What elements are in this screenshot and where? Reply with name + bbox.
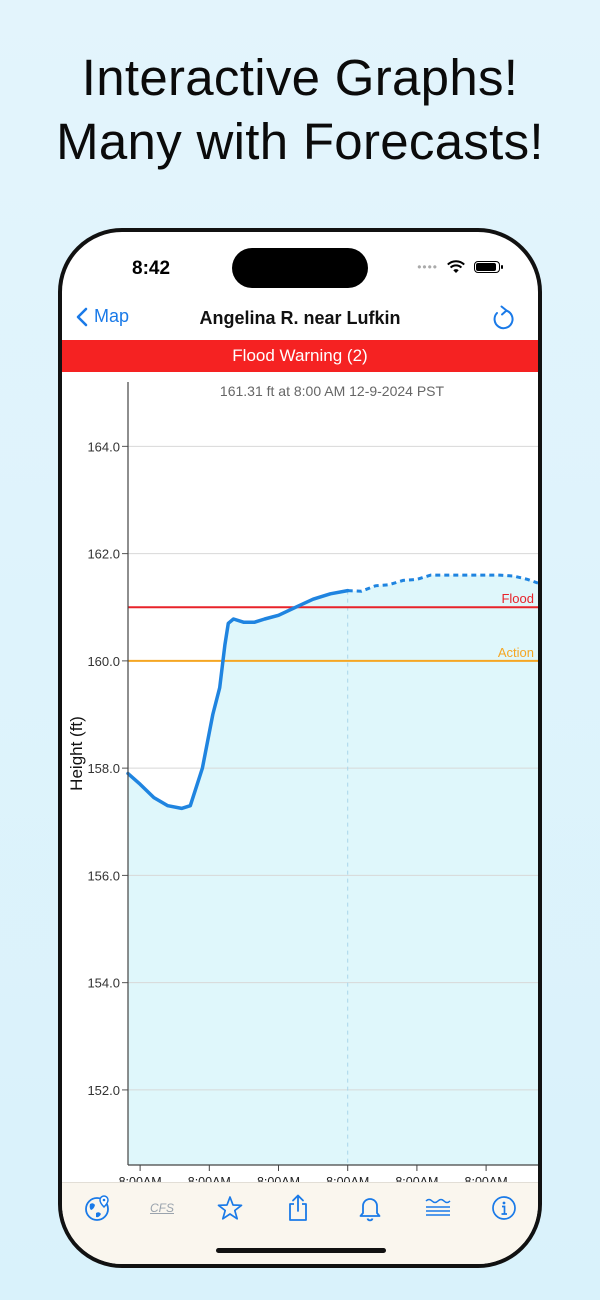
water-waves-icon [425,1198,451,1216]
info-icon [492,1196,516,1220]
headline-line-1: Interactive Graphs! [81,49,519,106]
chart-subtitle: 161.31 ft at 8:00 AM 12-9-2024 PST [220,383,445,399]
refresh-icon[interactable] [490,304,516,332]
nav-bar: Map Angelina R. near Lufkin [62,302,538,338]
flood-warning-banner[interactable]: Flood Warning (2) [62,340,538,372]
signal-icon: •••• [417,260,438,274]
home-indicator [216,1248,386,1253]
flood-warning-text: Flood Warning (2) [232,346,368,365]
y-tick-label: 152.0 [87,1083,120,1098]
status-icons: •••• [417,260,503,274]
y-tick-label: 164.0 [87,439,120,454]
tab-alerts[interactable] [350,1193,390,1223]
tab-cfs[interactable]: CFS [142,1193,182,1223]
share-icon [289,1194,307,1221]
bell-icon [359,1198,381,1222]
observed-series-line [126,588,350,811]
y-tick-label: 156.0 [87,868,120,883]
threshold-label-flood: Flood [501,591,534,606]
tab-share[interactable] [278,1193,318,1223]
headline: Interactive Graphs! Many with Forecasts! [0,46,600,174]
tab-map[interactable] [78,1193,118,1223]
y-tick-label: 154.0 [87,976,120,991]
height-chart[interactable]: 161.31 ft at 8:00 AM 12-9-2024 PST 164.0 1… [62,372,538,1205]
phone-frame: 8:42 •••• Map Angelina R. near Lufkin Fl… [58,228,542,1268]
dynamic-island [232,248,368,288]
headline-line-2: Many with Forecasts! [56,113,544,170]
globe-pin-icon [85,1195,109,1221]
back-label: Map [94,306,130,326]
cfs-icon: CFS [150,1201,174,1215]
threshold-label-action: Action [498,645,534,660]
page-title: Angelina R. near Lufkin [199,308,401,328]
back-button[interactable]: Map [76,306,129,327]
y-tick-label: 160.0 [87,654,120,669]
tab-favorites[interactable] [210,1193,250,1223]
chevron-left-icon [76,307,88,326]
tab-water[interactable] [418,1193,458,1223]
star-icon [217,1196,243,1220]
status-time: 8:42 [132,258,171,279]
y-tick-label: 158.0 [87,761,120,776]
tab-bar: CFS [62,1182,538,1264]
tab-info[interactable] [484,1193,524,1223]
chart-area[interactable]: 161.31 ft at 8:00 AM 12-9-2024 PST 164.0 1… [62,372,538,1205]
forecast-series-line [347,573,538,593]
wifi-icon [447,260,465,273]
series-fill [128,575,538,1165]
y-axis-label: Height (ft) [67,716,86,791]
battery-icon [474,261,503,273]
y-tick-label: 162.0 [87,547,120,562]
